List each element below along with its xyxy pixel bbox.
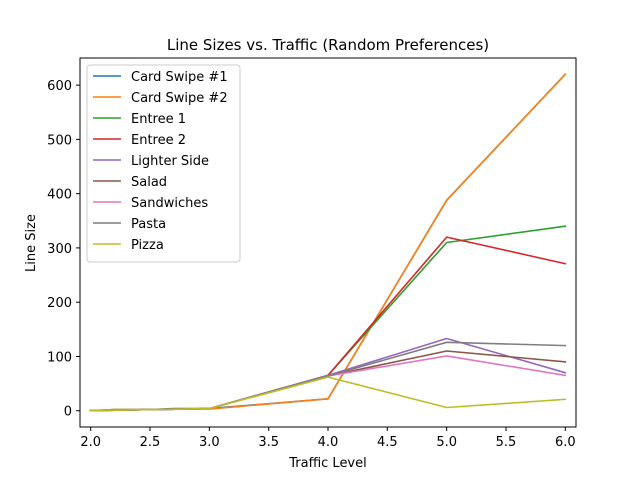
y-axis-label: Line Size (24, 214, 39, 272)
legend-label: Lighter Side (131, 154, 209, 169)
y-tick-label: 100 (47, 350, 72, 365)
x-axis-label: Traffic Level (288, 456, 367, 471)
legend-frame (86, 64, 241, 263)
y-tick-label: 400 (47, 188, 72, 203)
legend-label: Card Swipe #1 (131, 70, 228, 85)
legend-label: Card Swipe #2 (131, 91, 228, 106)
y-axis: 0 100 200 300 400 500 600 (47, 79, 80, 420)
x-tick-label: 3.0 (199, 435, 220, 450)
y-tick-label: 600 (47, 79, 72, 94)
x-axis: 2.0 2.5 3.0 3.5 4.0 4.5 5.0 5.5 6.0 (80, 427, 576, 450)
x-tick-label: 6.0 (555, 435, 576, 450)
x-tick-label: 5.5 (496, 435, 517, 450)
y-tick-label: 0 (64, 405, 72, 420)
legend-label: Sandwiches (131, 196, 208, 211)
legend-label: Salad (131, 175, 167, 190)
x-tick-label: 2.5 (140, 435, 161, 450)
chart-title: Line Sizes vs. Traffic (Random Preferenc… (167, 36, 489, 54)
legend-label: Entree 2 (131, 133, 186, 148)
x-tick-label: 4.0 (318, 435, 339, 450)
x-tick-label: 5.0 (436, 435, 457, 450)
x-tick-label: 2.0 (80, 435, 101, 450)
x-tick-label: 3.5 (258, 435, 279, 450)
series-line-pizza (89, 376, 567, 412)
x-tick-label: 4.5 (377, 435, 398, 450)
legend-label: Pasta (131, 217, 166, 232)
y-tick-label: 300 (47, 242, 72, 257)
plot-area (89, 73, 567, 412)
legend-label: Pizza (131, 238, 164, 253)
y-tick-label: 200 (47, 296, 72, 311)
plot-frame (79, 57, 577, 428)
y-tick-label: 500 (47, 133, 72, 148)
legend-label: Entree 1 (131, 112, 186, 127)
legend: Card Swipe #1 Card Swipe #2 Entree 1 Entree… (86, 64, 241, 263)
